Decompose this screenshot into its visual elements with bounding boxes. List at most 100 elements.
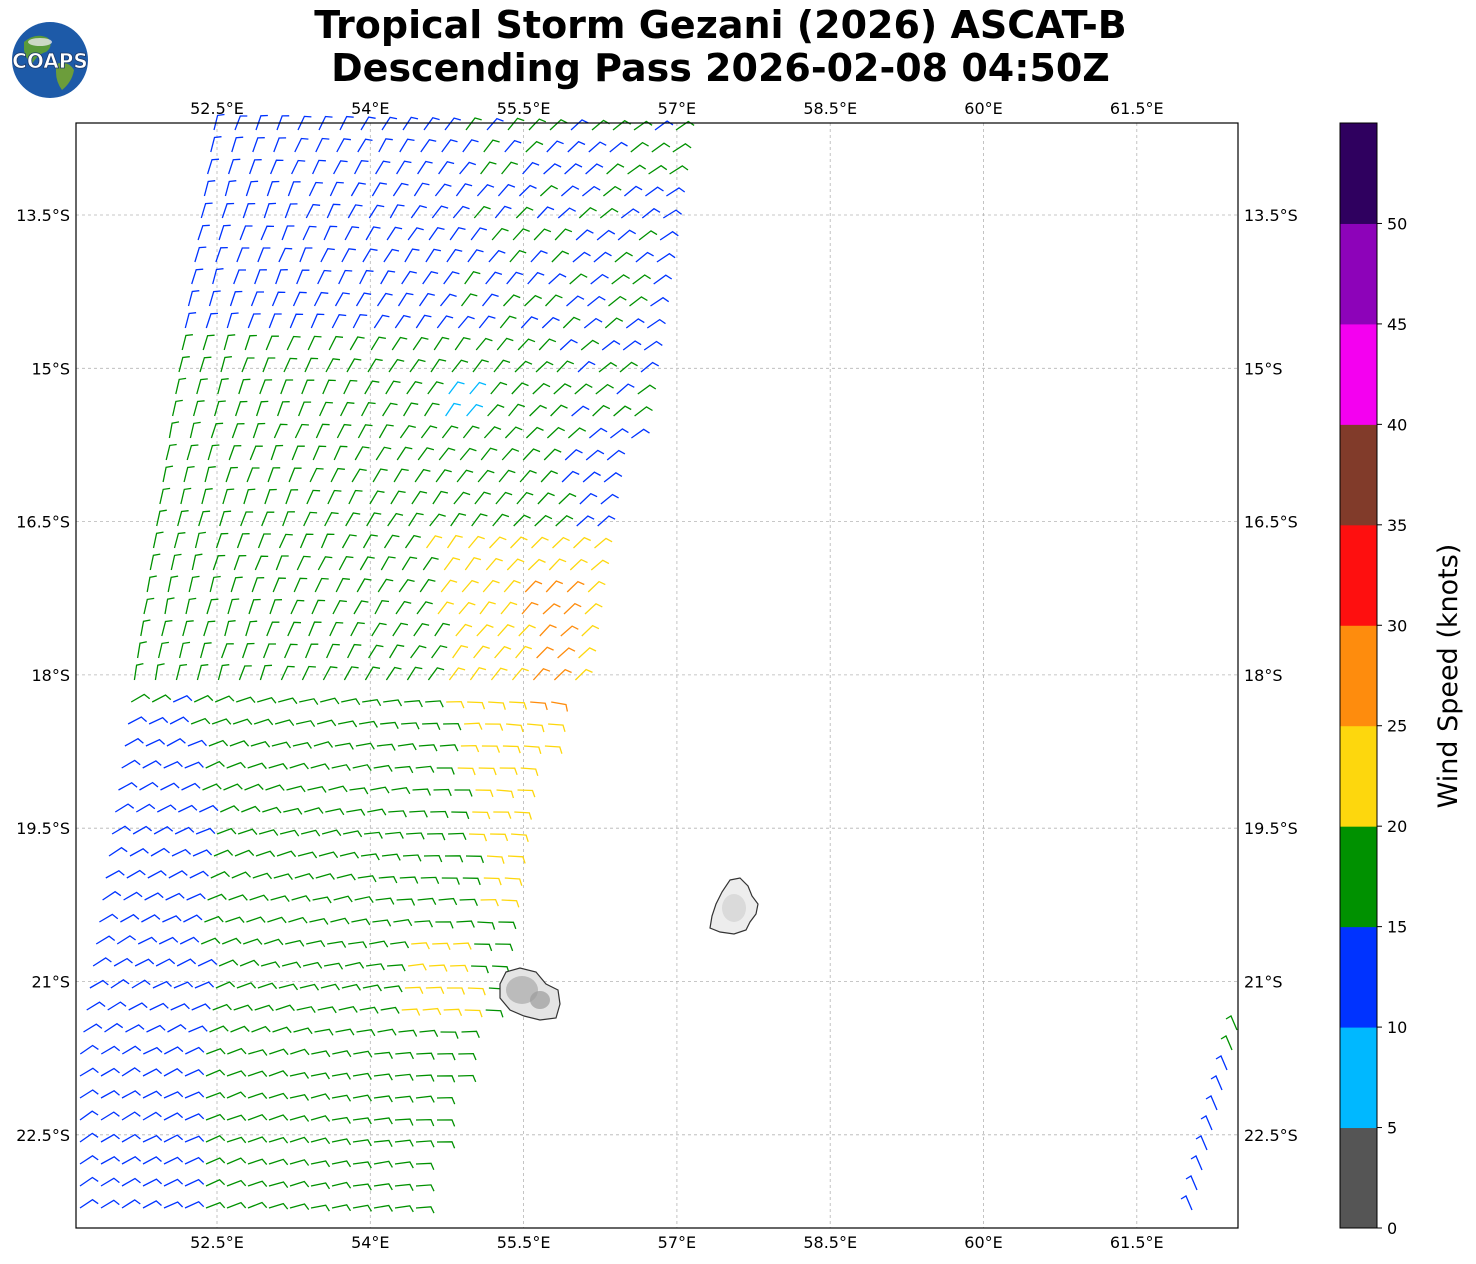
wind-barb [146,575,157,593]
wind-barb [430,810,449,819]
wind-barb [373,1160,393,1168]
wind-barb [437,1052,456,1061]
title-line-1: Tropical Storm Gezani (2026) ASCAT-B [314,3,1127,47]
wind-barb [401,556,418,571]
wind-barb [476,624,494,637]
wind-barb [284,643,298,659]
wind-barb [509,249,527,263]
wind-barb [116,935,136,945]
wind-barb [185,1046,205,1055]
wind-barb [410,205,427,219]
wind-barb [386,226,403,241]
wind-barb [226,1136,247,1144]
wind-barb [172,695,193,703]
wind-barb [436,1075,456,1083]
wind-barb [280,379,294,395]
wind-barb [452,644,469,659]
wind-barb [178,356,190,373]
wind-barb [296,269,310,285]
wind-barb [593,251,612,263]
wind-barb [382,402,398,417]
wind-barb [221,937,242,945]
wind-barb [651,142,671,153]
wind-barb [388,810,407,818]
wind-barb [446,987,466,995]
wind-barb [520,316,539,329]
wind-barb [397,292,414,307]
wind-barb [291,159,306,175]
wind-barb [223,334,236,351]
wind-barb [538,338,557,351]
wind-barb [350,182,366,197]
wind-barb [532,668,551,681]
wind-barb [133,662,144,681]
wind-barb [120,913,140,923]
wind-barb [578,207,597,219]
wind-barb [378,876,398,884]
wind-barb [1210,1075,1223,1091]
wind-barb [314,577,329,593]
wind-barb [460,744,480,753]
wind-barb [422,270,439,285]
wind-barb [286,335,301,351]
wind-barb [574,383,593,395]
wind-barb [338,556,354,571]
wind-barb [129,848,149,857]
lat-tick-right: 19.5°S [1244,819,1298,838]
wind-barb [241,642,255,659]
wind-barb [335,577,350,593]
wind-barb [374,1051,393,1059]
wind-barb [313,291,329,307]
wind-barb [203,620,216,637]
wind-barb [468,535,485,549]
wind-barb [360,853,380,861]
wind-barb [297,115,312,131]
wind-barb [367,358,383,373]
wind-barb [336,873,356,881]
wind-barb [164,597,175,615]
wind-barb [537,492,555,505]
wind-barb [559,339,578,351]
wind-barb [191,553,203,571]
coaps-logo: COAPS [12,22,88,98]
wind-barb [362,248,378,263]
wind-barb [249,445,263,461]
wind-barb [516,491,534,505]
wind-barb [171,399,183,417]
wind-barb [250,291,264,307]
wind-barb [184,1135,205,1143]
wind-barb [100,1090,120,1099]
wind-barb [438,897,458,906]
wind-barb [477,469,495,483]
wind-barb [394,314,411,329]
wind-barb [398,1029,418,1037]
wind-barb [247,1070,268,1078]
wind-barb [418,292,435,307]
wind-barb [168,421,180,439]
wind-barb [584,603,603,615]
wind-barb [528,118,547,131]
wind-barb [391,336,408,351]
colorbar-segment [1340,625,1377,727]
wind-barb [643,340,663,351]
wind-barb [307,335,322,351]
wind-barb [525,140,544,153]
wind-barb [335,1028,355,1036]
wind-barb [247,1158,268,1166]
chart-title: Tropical Storm Gezani (2026) ASCAT-B Des… [0,4,1441,90]
wind-barb [320,248,335,263]
wind-barb [352,764,372,771]
colorbar-segment [1340,323,1377,425]
wind-barb [457,1074,477,1083]
wind-barb [253,718,274,726]
wind-barb [247,1201,268,1209]
wind-barb [131,979,151,989]
wind-barb [268,1114,289,1121]
wind-barb [415,1074,435,1082]
wind-barb [287,621,302,637]
wind-barb [212,554,226,571]
colorbar-segment [1340,123,1377,224]
wind-barb [199,356,212,373]
wind-barb [191,1003,211,1011]
wind-barb [352,1094,372,1102]
